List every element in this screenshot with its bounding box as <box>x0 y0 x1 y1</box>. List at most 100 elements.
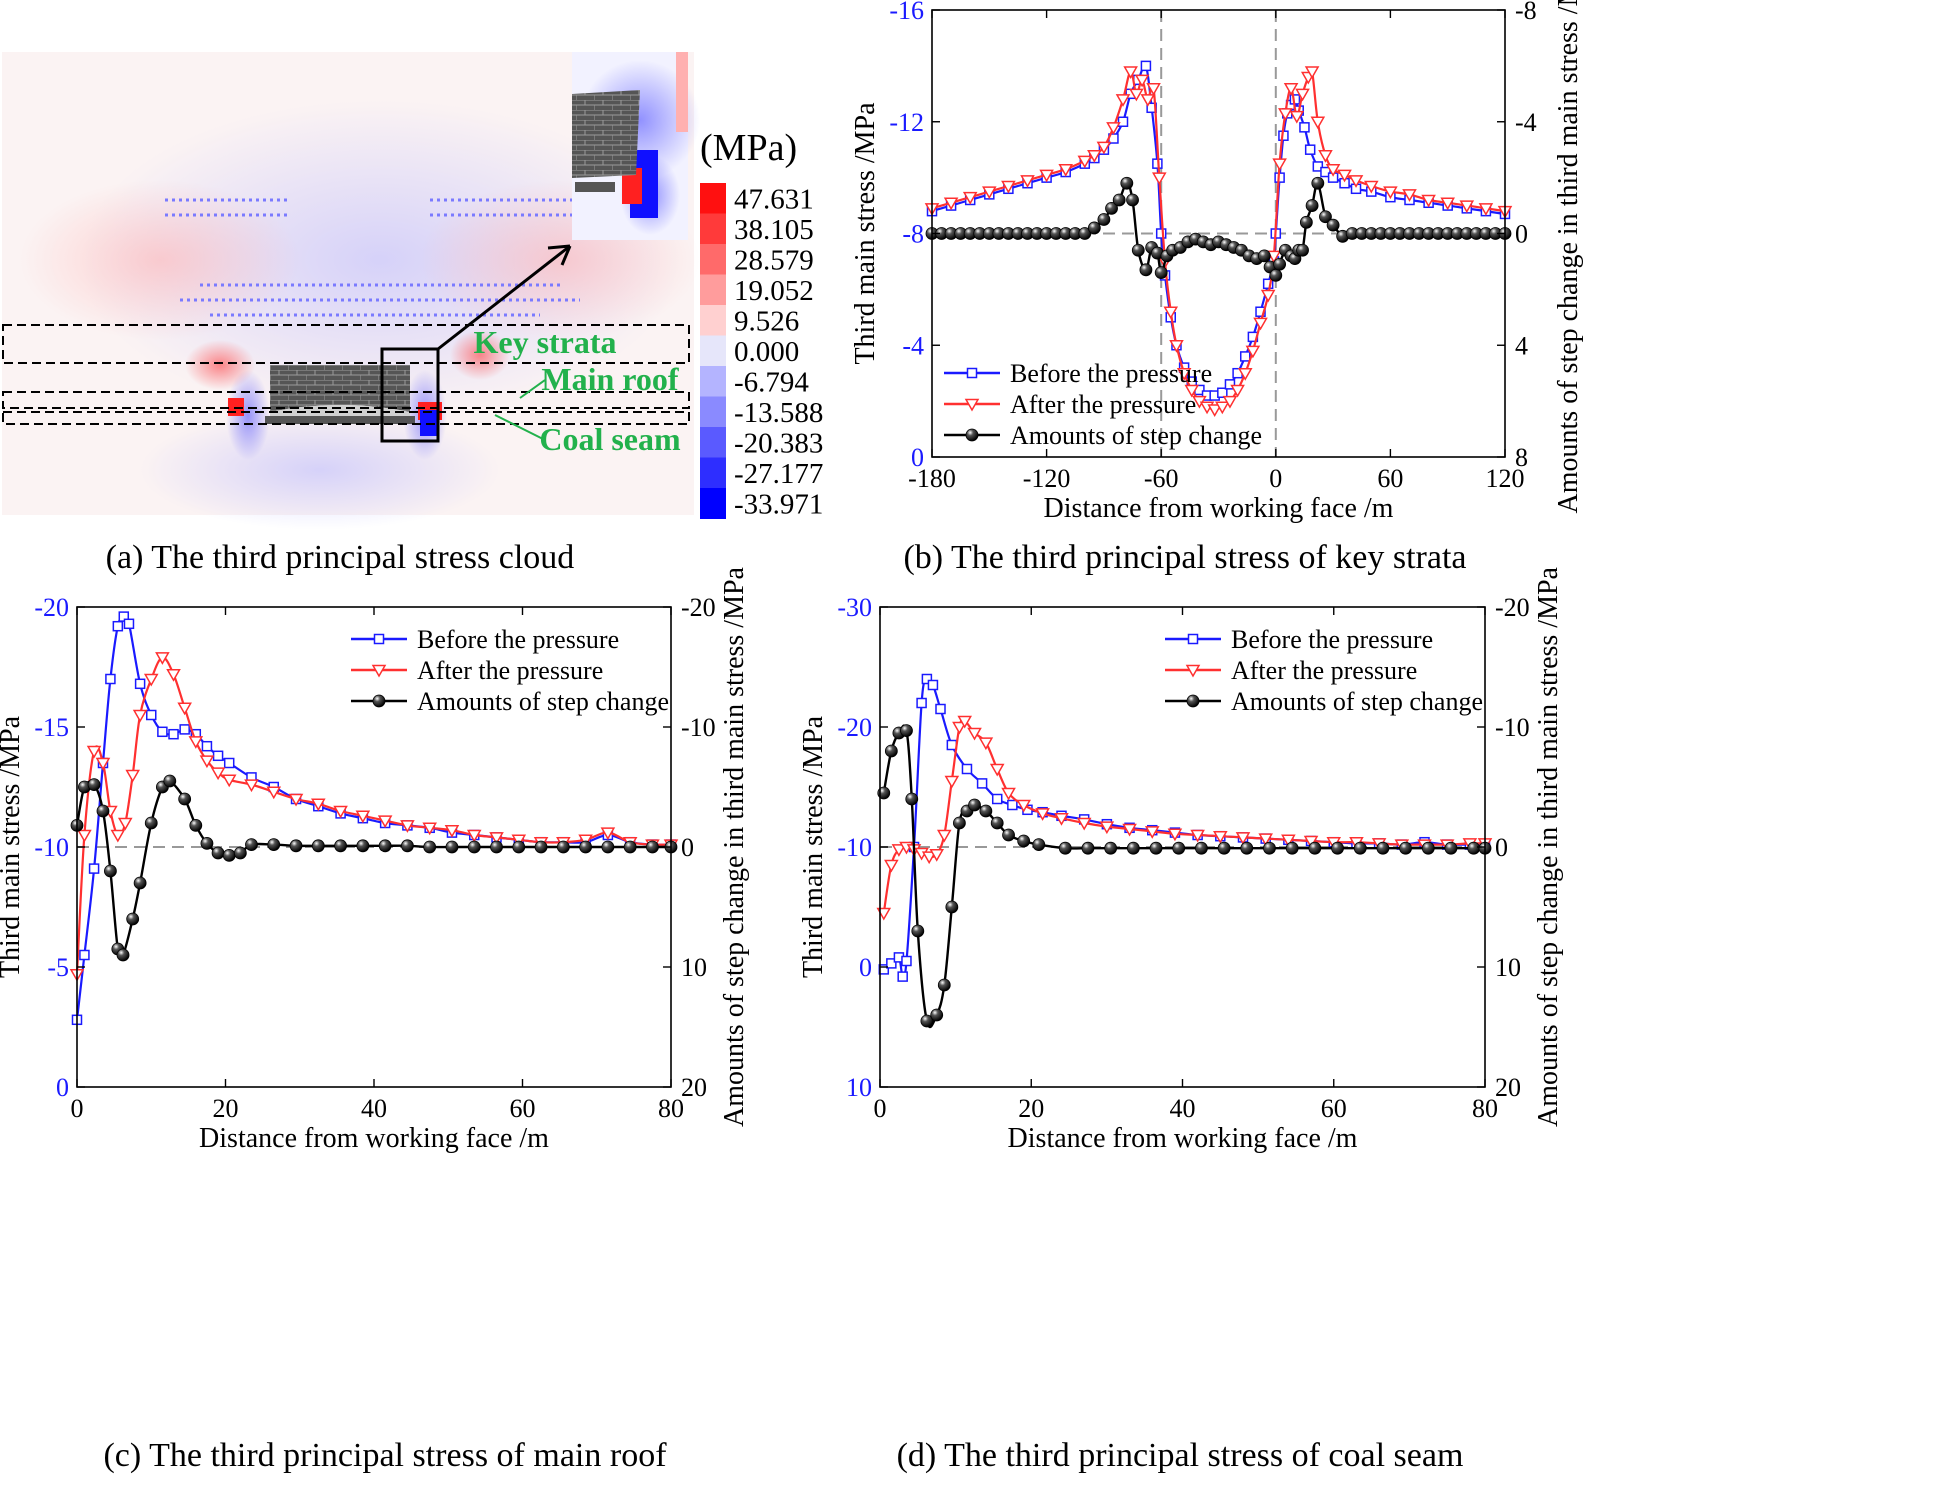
inset-rock-blocks <box>572 90 640 178</box>
marker-ball <box>200 837 214 850</box>
marker-ball <box>1017 834 1031 848</box>
series-after-the-pressure <box>876 715 1493 921</box>
marker-ball <box>965 428 979 442</box>
marker-triangle <box>1054 812 1069 826</box>
y-tick-label: 0 <box>56 1073 69 1102</box>
leader-coal-seam <box>494 414 546 441</box>
legend-label: Amounts of step change <box>417 687 669 716</box>
marker-triangle <box>221 774 237 788</box>
label-coal-seam: Coal seam <box>539 421 681 457</box>
x-axis-label: Distance from working face /m <box>1008 1123 1358 1154</box>
x-tick-label: 20 <box>1018 1094 1044 1123</box>
marker-triangle <box>1213 830 1228 844</box>
inset-red-edge <box>676 52 688 132</box>
marker-triangle <box>1087 150 1102 163</box>
main-roof-box <box>2 391 690 409</box>
marker-ball <box>144 816 158 830</box>
label-key-strata: Key strata <box>473 324 616 360</box>
marker-ball <box>1444 841 1458 855</box>
marker-triangle <box>1096 141 1112 155</box>
marker-ball <box>378 839 392 853</box>
y-axis-label: Third main stress /MPa <box>798 715 829 978</box>
x-tick-label: 60 <box>1321 1094 1347 1123</box>
marker-ball <box>467 840 481 854</box>
legend-entry: Amounts of step change <box>944 421 1262 450</box>
marker-triangle <box>117 817 133 831</box>
marker-ball <box>401 839 414 853</box>
marker-triangle <box>1099 821 1115 835</box>
y2-tick-label: -8 <box>1515 0 1537 25</box>
strata-boxes <box>2 324 690 425</box>
marker-ball <box>1353 841 1367 855</box>
y2-tick-label: 10 <box>681 953 707 982</box>
marker-ball <box>579 840 593 854</box>
x-tick-label: 120 <box>1486 464 1525 493</box>
y-tick-label: 0 <box>859 953 872 982</box>
marker-triangle <box>1058 163 1073 177</box>
legend-value: 0.000 <box>734 336 799 368</box>
marker-square <box>1155 228 1167 239</box>
legend-entry: Before the pressure <box>351 625 619 654</box>
marker-triangle <box>1260 289 1276 303</box>
marker-ball <box>1002 828 1015 842</box>
marker-triangle <box>1283 82 1299 96</box>
marker-triangle <box>1310 116 1326 130</box>
legend-swatch <box>700 183 726 214</box>
marker-ball <box>945 900 959 914</box>
marker-ball <box>953 816 966 830</box>
y2-tick-label: -10 <box>1495 713 1530 742</box>
marker-ball <box>372 694 386 708</box>
y2-tick-label: 20 <box>1495 1073 1521 1102</box>
marker-triangle <box>578 834 593 848</box>
y2-tick-label: -4 <box>1515 108 1537 137</box>
marker-square <box>179 724 190 735</box>
marker-triangle <box>244 779 259 793</box>
marker-triangle <box>422 822 437 836</box>
marker-ball <box>1257 249 1271 263</box>
marker-ball <box>1376 841 1390 855</box>
legend-entry: Amounts of step change <box>351 687 669 716</box>
legend-label: Before the pressure <box>417 625 619 654</box>
series-amounts-of-step-change <box>877 724 1492 1029</box>
y2-tick-label: -10 <box>681 713 716 742</box>
y2-axis-label: Amounts of step change in third main str… <box>719 566 750 1127</box>
marker-triangle <box>371 664 387 678</box>
marker-triangle <box>1230 384 1245 398</box>
zoom-arrow <box>437 244 571 351</box>
marker-ball <box>178 792 192 806</box>
marker-triangle <box>1115 94 1131 107</box>
marker-triangle <box>962 191 978 205</box>
leader-main-roof <box>519 379 546 399</box>
series-line <box>75 778 671 961</box>
marker-ball <box>911 924 925 938</box>
marker-square <box>79 949 90 961</box>
marker-ball <box>512 840 526 854</box>
marker-square <box>168 728 179 740</box>
legend-value: -27.177 <box>734 458 823 490</box>
marker-ball <box>623 840 637 854</box>
x-tick-label: 40 <box>361 1094 387 1123</box>
marker-triangle <box>1266 250 1282 264</box>
legend-swatch <box>700 274 726 306</box>
marker-triangle <box>1163 306 1179 320</box>
marker-triangle <box>1123 66 1138 79</box>
marker-ball <box>126 912 140 926</box>
marker-ball <box>104 864 117 878</box>
marker-ball <box>920 1014 934 1028</box>
marker-triangle <box>1039 169 1054 183</box>
caption-a: (a) The third principal stress cloud <box>106 539 575 576</box>
legend-entry: After the pressure <box>1165 656 1417 685</box>
marker-ball <box>1172 841 1186 855</box>
marker-ball <box>233 846 247 860</box>
marker-triangle <box>1207 404 1222 418</box>
x-tick-label: 0 <box>1269 464 1282 493</box>
marker-triangle <box>210 767 226 781</box>
y2-tick-label: 20 <box>681 1073 707 1102</box>
goaf-floor-blocks <box>265 416 415 424</box>
marker-square <box>1262 278 1274 290</box>
y-axis-label: Third main stress /MPa <box>850 102 881 365</box>
legend-value: -6.794 <box>734 366 809 398</box>
marker-triangle <box>1146 82 1161 96</box>
legend-value: 9.526 <box>734 305 799 337</box>
marker-ball <box>1149 841 1163 855</box>
